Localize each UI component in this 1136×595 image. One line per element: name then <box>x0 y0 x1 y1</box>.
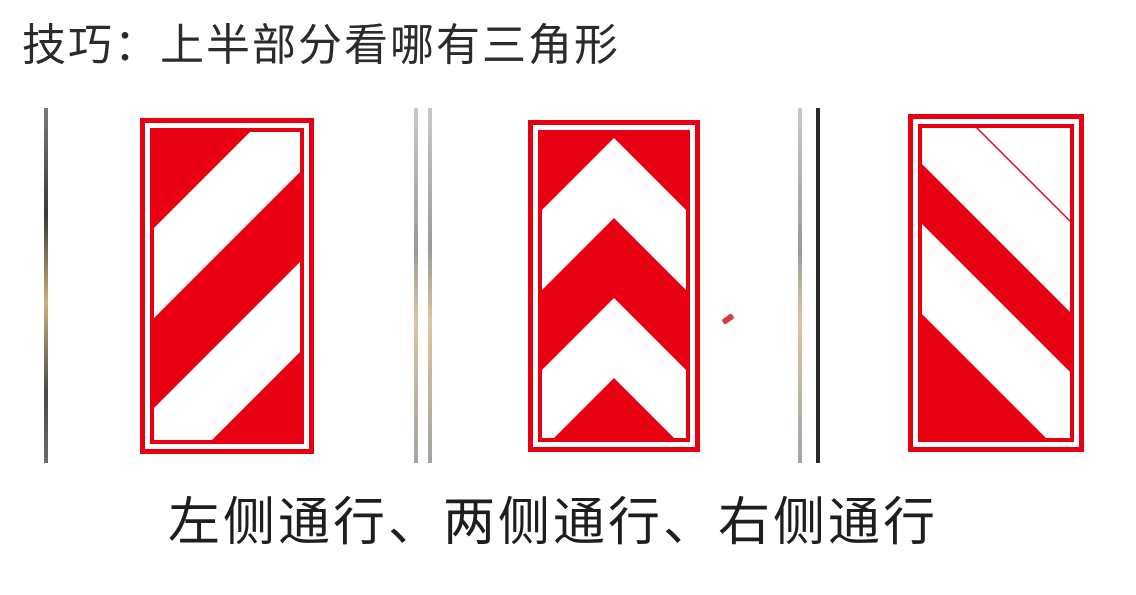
sign-caption: 左侧通行、两侧通行、右侧通行 <box>168 493 939 553</box>
chevron-pattern <box>542 138 686 438</box>
stripe-pattern <box>922 128 1070 438</box>
pole-divider <box>44 108 48 463</box>
right-pass-sign <box>908 114 1084 452</box>
pole-divider <box>428 108 432 463</box>
stripe-pattern <box>154 132 300 440</box>
pole-divider <box>816 108 820 463</box>
left-pass-sign <box>140 118 314 454</box>
both-sides-pass-sign <box>528 120 700 452</box>
cursor-mark <box>721 313 735 325</box>
tip-title: 技巧：上半部分看哪有三角形 <box>22 20 620 71</box>
pole-divider <box>798 108 802 463</box>
pole-divider <box>414 108 418 463</box>
